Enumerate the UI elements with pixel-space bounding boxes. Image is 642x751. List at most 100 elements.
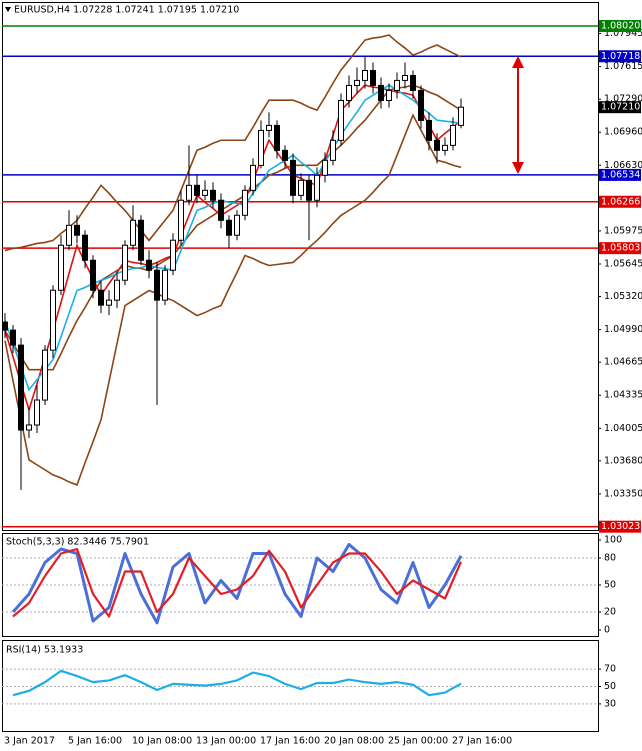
candle-body	[402, 75, 408, 81]
y-tick-label: 50	[604, 681, 616, 692]
x-tick-label: 10 Jan 08:00	[132, 736, 192, 747]
candle-body	[130, 219, 136, 246]
level-label: 1.05803	[601, 243, 640, 254]
y-tick-label: 20	[604, 607, 616, 618]
y-tick-label: 1.06630	[604, 160, 642, 171]
indicator-line	[12, 669, 462, 697]
x-tick-label: 17 Jan 16:00	[260, 736, 320, 747]
indicator-line	[4, 84, 462, 413]
candle-body	[266, 124, 272, 131]
level-label-box	[599, 195, 641, 208]
candle-body	[410, 75, 416, 91]
level-label-box	[599, 242, 641, 255]
candle-body	[114, 279, 120, 301]
y-tick-label: 50	[604, 580, 616, 591]
y-tick-label: 1.07615	[604, 61, 642, 72]
current-price-label: 1.07210	[601, 102, 640, 113]
candle-body	[58, 244, 64, 291]
candle-body	[274, 124, 280, 151]
x-tick-label: 27 Jan 16:00	[452, 736, 512, 747]
level-label: 1.08020	[601, 21, 640, 32]
candle-body	[298, 179, 304, 196]
indicator-line	[4, 84, 462, 371]
candle-body	[202, 189, 208, 196]
candle-body	[210, 189, 216, 201]
level-label-box	[599, 168, 641, 181]
y-tick-label: 80	[604, 553, 616, 564]
current-price-box	[599, 101, 641, 114]
y-tick-label: 1.04990	[604, 324, 642, 335]
candle-body	[418, 89, 424, 121]
candle-body	[34, 399, 40, 426]
candle-body	[2, 321, 8, 331]
candle-body	[362, 70, 368, 81]
candle-body	[122, 244, 128, 281]
indicator-line	[4, 84, 462, 392]
candle-body	[98, 289, 104, 306]
candle-body	[306, 179, 312, 201]
candle-body	[378, 84, 384, 101]
indicator-line	[11, 543, 463, 625]
candle-body	[458, 106, 464, 126]
candle-body	[90, 259, 96, 291]
y-tick-label: 1.03680	[604, 455, 642, 466]
x-tick-label: 5 Jan 16:00	[68, 736, 122, 747]
indicator-title: Stoch(5,3,3) 82.3446 75.7901	[6, 537, 149, 548]
y-tick-label: 30	[604, 698, 616, 709]
candle-body	[178, 199, 184, 241]
main-frame	[2, 2, 599, 531]
indicator-title: RSI(14) 53.1933	[6, 645, 83, 656]
candle-body	[282, 149, 288, 161]
y-tick-label: 1.07945	[604, 28, 642, 39]
chart-title: EURUSD,H4 1.07228 1.07241 1.07195 1.0721…	[14, 5, 239, 16]
candle-body	[258, 129, 264, 166]
candle-body	[338, 99, 344, 141]
candle-body	[42, 349, 48, 401]
y-tick-label: 1.06960	[604, 127, 642, 138]
candle-body	[218, 199, 224, 221]
level-label-box	[599, 520, 641, 533]
candle-body	[322, 159, 328, 176]
candle-body	[250, 164, 256, 191]
candle-body	[186, 184, 192, 201]
candle-body	[170, 239, 176, 271]
candle-body	[386, 89, 392, 101]
y-tick-label: 1.03350	[604, 488, 642, 499]
indicator-line	[12, 547, 463, 618]
candle-body	[330, 139, 336, 161]
candle-body	[426, 119, 432, 141]
candle-body	[394, 79, 400, 91]
y-tick-label: 70	[604, 664, 616, 675]
candle-body	[242, 189, 248, 216]
candle-body	[434, 139, 440, 151]
level-label: 1.07718	[601, 51, 640, 62]
candle-body	[146, 259, 152, 271]
x-tick-label: 20 Jan 08:00	[324, 736, 384, 747]
y-tick-label: 1.05320	[604, 291, 642, 302]
candle-body	[162, 269, 168, 301]
x-tick-label: 25 Jan 00:00	[388, 736, 448, 747]
level-label: 1.06534	[601, 169, 640, 180]
candle-body	[290, 159, 296, 196]
candle-body	[442, 144, 448, 151]
y-tick-label: 100	[604, 535, 622, 546]
candle-body	[450, 124, 456, 146]
x-tick-label: 13 Jan 00:00	[196, 736, 256, 747]
candle-body	[26, 424, 32, 431]
menu-triangle	[5, 7, 11, 12]
y-tick-label: 1.05645	[604, 258, 642, 269]
candle-body	[82, 234, 88, 261]
level-label: 1.03023	[601, 521, 640, 532]
candle-body	[66, 224, 72, 246]
indicator-line	[4, 113, 462, 486]
candle-body	[18, 344, 24, 431]
candle-body	[370, 70, 376, 86]
candle-body	[226, 219, 232, 236]
candle-body	[106, 299, 112, 306]
y-tick-label: 1.07290	[604, 94, 642, 105]
y-tick-label: 1.04665	[604, 357, 642, 368]
candle-body	[354, 79, 360, 86]
candle-body	[194, 184, 200, 196]
